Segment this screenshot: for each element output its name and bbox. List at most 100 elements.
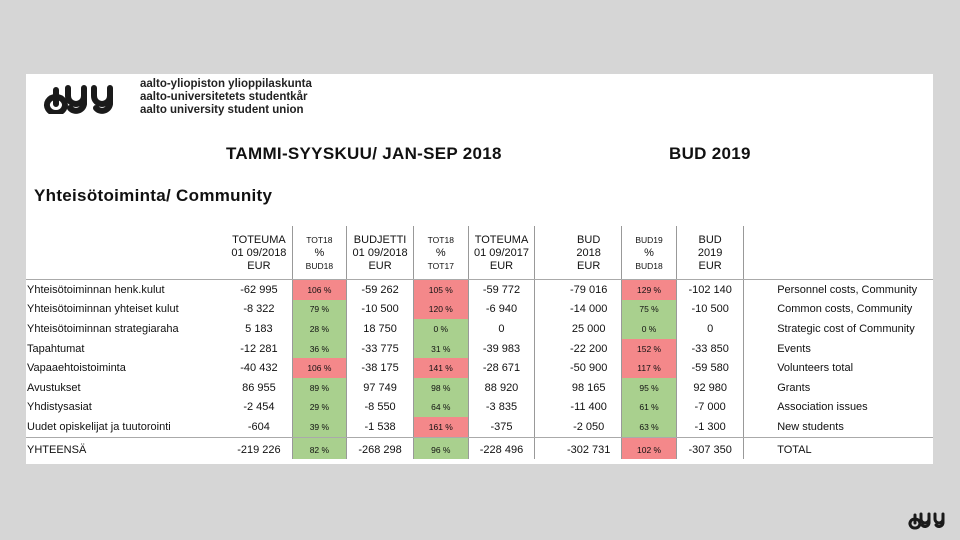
cell: -40 432 bbox=[226, 358, 293, 378]
tagline-line: aalto-yliopiston ylioppilaskunta bbox=[140, 78, 312, 90]
cell: -14 000 bbox=[556, 299, 622, 320]
cell: 98 165 bbox=[556, 377, 622, 398]
row-label-fi: Yhteisötoiminnan henk.kulut bbox=[27, 283, 165, 296]
budget-title: BUD 2019 bbox=[669, 144, 751, 163]
pct-cell: 129 % bbox=[621, 279, 678, 300]
cell: -302 731 bbox=[556, 437, 622, 460]
cell: -8 322 bbox=[226, 299, 293, 320]
pct-cell: 89 % bbox=[292, 377, 348, 398]
cell: -50 900 bbox=[556, 358, 622, 378]
column-header: TOTEUMA 01 09/2017 EUR bbox=[468, 226, 536, 280]
row-label-fi: Yhteisötoiminnan yhteiset kulut bbox=[27, 303, 179, 316]
period-title: TAMMI-SYYSKUU/ JAN-SEP 2018 bbox=[226, 144, 502, 163]
cell: 97 749 bbox=[346, 377, 414, 398]
pct-cell: 96 % bbox=[413, 437, 469, 460]
column-header: TOT18% TOT17 bbox=[413, 226, 469, 280]
column-gap bbox=[534, 417, 557, 438]
cell: 5 183 bbox=[226, 319, 293, 339]
cell: -228 496 bbox=[468, 437, 536, 460]
pct-cell: 63 % bbox=[621, 417, 678, 438]
cell: 92 980 bbox=[676, 377, 744, 398]
cell: -39 983 bbox=[468, 338, 536, 359]
row-label-en: Grants bbox=[777, 381, 811, 394]
cell: -28 671 bbox=[468, 358, 536, 378]
pct-cell: 64 % bbox=[413, 397, 469, 418]
cell: -3 835 bbox=[468, 397, 536, 418]
table-row: Yhteisötoiminnan henk.kulut -62 995 106 % -… bbox=[26, 279, 933, 300]
cell: -7 000 bbox=[676, 397, 744, 418]
cell: -375 bbox=[468, 417, 536, 438]
pct-cell: 98 % bbox=[413, 377, 469, 398]
column-gap bbox=[743, 378, 763, 398]
column-gap bbox=[535, 339, 557, 359]
cell: -1 300 bbox=[676, 417, 744, 438]
cell: -102 140 bbox=[676, 279, 744, 300]
cell: -219 226 bbox=[226, 437, 293, 460]
cell: -33 850 bbox=[676, 338, 744, 359]
cell: 18 750 bbox=[346, 319, 414, 339]
row-label-en: Personnel costs, Community bbox=[777, 283, 918, 296]
column-header: TOTEUMA 01 09/2018 EUR bbox=[226, 226, 293, 280]
column-gap bbox=[534, 226, 557, 280]
table-row: Yhteisötoiminnan yhteiset kulut -8 322 79 … bbox=[26, 299, 933, 320]
pct-cell: 102 % bbox=[621, 437, 678, 460]
row-label-fi: Uudet opiskelijat ja tuutorointi bbox=[26, 417, 227, 438]
table-row: Yhdistysasiat -2 454 29 % -8 550 64 % -3 835-… bbox=[26, 397, 933, 418]
row-label-en: New students bbox=[763, 417, 933, 438]
column-gap bbox=[743, 358, 763, 378]
column-header: BUDJETTI 01 09/2018 EUR bbox=[346, 226, 414, 280]
row-label-en: Strategic cost of Community bbox=[777, 322, 915, 335]
row-label-en: Volunteers total bbox=[777, 362, 854, 375]
column-gap bbox=[535, 280, 557, 300]
row-label-fi: Yhdistysasiat bbox=[27, 401, 92, 414]
pct-cell: 152 % bbox=[621, 338, 678, 359]
pct-cell: 61 % bbox=[621, 397, 678, 418]
pct-cell: 82 % bbox=[292, 437, 348, 460]
cell: -2 454 bbox=[226, 397, 293, 418]
cell: -1 538 bbox=[346, 417, 414, 438]
pct-cell: 0 % bbox=[413, 319, 469, 339]
cell: -10 500 bbox=[346, 299, 414, 320]
table-row: Vapaaehtoistoiminta -40 432 106 % -38 175 14… bbox=[26, 358, 933, 378]
row-label-fi: Vapaaehtoistoiminta bbox=[27, 362, 126, 375]
cell: -33 775 bbox=[346, 338, 414, 359]
pct-cell: 31 % bbox=[413, 338, 469, 359]
cell: -2 050 bbox=[556, 417, 622, 438]
table-row: Yhteisötoiminnan strategiaraha 5 183 28 % 1… bbox=[26, 319, 933, 339]
pct-cell: 79 % bbox=[292, 299, 348, 320]
table-header-row: TOTEUMA 01 09/2018 EUR TOT18% BUD18 BUDJETT… bbox=[26, 226, 933, 280]
community-table: TOTEUMA 01 09/2018 EUR TOT18% BUD18 BUDJETT… bbox=[26, 226, 933, 460]
row-label-fi: Yhteisötoiminnan strategiaraha bbox=[27, 322, 179, 335]
column-gap bbox=[535, 358, 557, 378]
ayy-logo-icon bbox=[43, 85, 113, 114]
cell: -604 bbox=[226, 417, 293, 438]
pct-cell: 95 % bbox=[621, 377, 678, 398]
column-gap bbox=[743, 319, 763, 339]
cell: -59 580 bbox=[676, 358, 744, 378]
column-header: BUD 2018 EUR bbox=[556, 226, 622, 280]
pct-cell: 141 % bbox=[413, 358, 469, 378]
cell: 0 bbox=[676, 319, 744, 339]
section-title: Yhteisötoiminta/ Community bbox=[34, 186, 273, 205]
pct-cell: 29 % bbox=[292, 397, 348, 418]
cell: -11 400 bbox=[556, 397, 622, 418]
column-header: BUD 2019 EUR bbox=[676, 226, 744, 280]
header-blank bbox=[763, 226, 933, 280]
pct-cell: 0 % bbox=[621, 319, 678, 339]
tagline-line: aalto-universitetets studentkår bbox=[140, 91, 308, 103]
column-gap bbox=[535, 319, 557, 339]
table-row: Avustukset 86 955 89 % 97 749 98 % 88 920 98 1… bbox=[26, 377, 933, 398]
cell: -79 016 bbox=[556, 279, 622, 300]
cell: -6 940 bbox=[468, 299, 536, 320]
cell: 86 955 bbox=[226, 377, 293, 398]
column-gap bbox=[535, 300, 557, 320]
cell: -59 772 bbox=[468, 279, 536, 300]
column-header: TOT18% BUD18 bbox=[292, 226, 348, 280]
tagline: aalto-yliopiston ylioppilaskunta aalto-u… bbox=[140, 78, 312, 117]
pct-cell: 106 % bbox=[292, 358, 348, 378]
cell: -10 500 bbox=[676, 299, 744, 320]
row-label-en: Association issues bbox=[777, 401, 868, 414]
ayy-logo-small-icon bbox=[908, 512, 945, 530]
pct-cell: 120 % bbox=[413, 299, 469, 320]
row-label-en: Common costs, Community bbox=[777, 303, 913, 316]
